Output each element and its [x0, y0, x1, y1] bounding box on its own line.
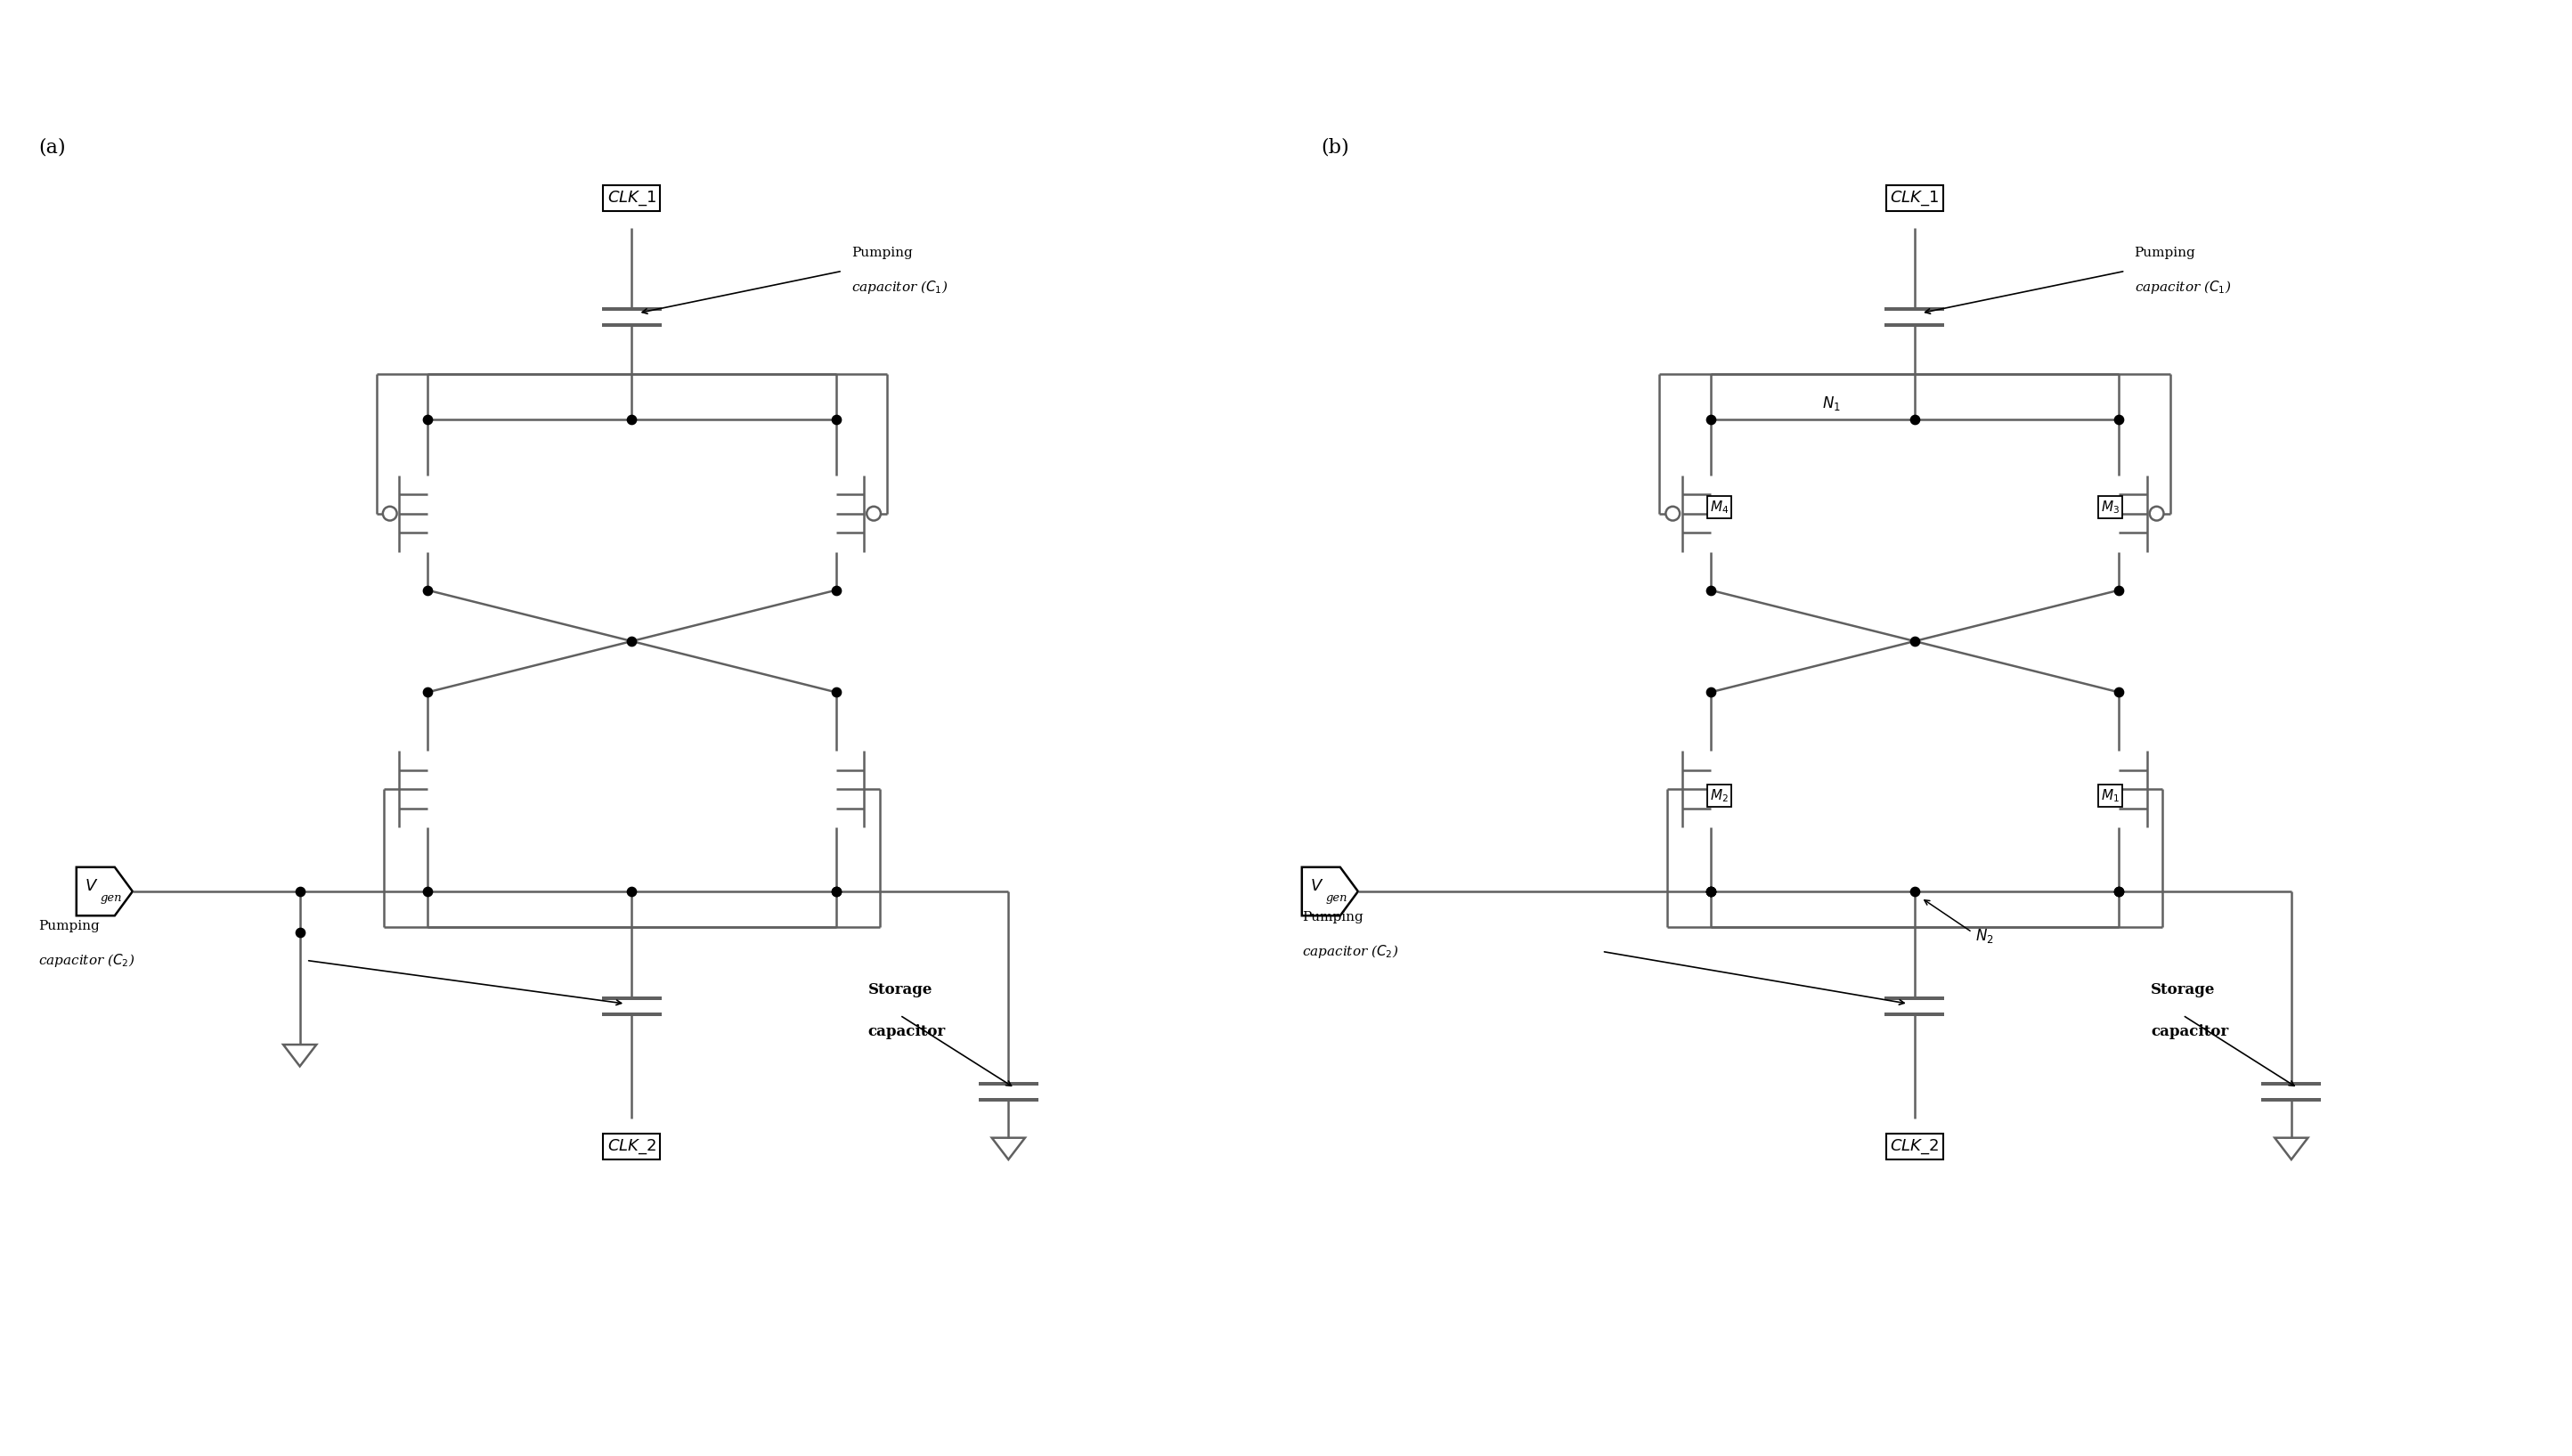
- Point: [406, 680, 448, 703]
- Point: [2099, 879, 2140, 903]
- Text: (a): (a): [39, 137, 64, 157]
- Text: $CLK\_1$: $CLK\_1$: [1890, 189, 1939, 207]
- Text: capacitor ($C_2$): capacitor ($C_2$): [1301, 943, 1399, 960]
- Point: [1690, 879, 1731, 903]
- Text: gen: gen: [100, 893, 121, 904]
- Point: [815, 879, 856, 903]
- Text: $CLK\_2$: $CLK\_2$: [607, 1137, 656, 1156]
- Text: capacitor ($C_1$): capacitor ($C_1$): [2135, 280, 2230, 296]
- Text: gen: gen: [1325, 893, 1348, 904]
- Text: capacitor ($C_1$): capacitor ($C_1$): [851, 280, 949, 296]
- Text: capacitor ($C_2$): capacitor ($C_2$): [39, 952, 134, 968]
- Point: [612, 629, 653, 652]
- Point: [1690, 578, 1731, 601]
- Point: [1893, 629, 1934, 652]
- Point: [815, 408, 856, 431]
- Point: [1893, 879, 1934, 903]
- Text: Pumping: Pumping: [1301, 910, 1363, 923]
- Point: [1690, 879, 1731, 903]
- Text: $V$: $V$: [85, 878, 98, 894]
- Text: $M_3$: $M_3$: [2101, 499, 2119, 515]
- Point: [2099, 408, 2140, 431]
- Text: Storage: Storage: [2150, 983, 2214, 997]
- Point: [2099, 879, 2140, 903]
- Point: [815, 680, 856, 703]
- Text: $M_1$: $M_1$: [2101, 788, 2119, 804]
- Point: [612, 879, 653, 903]
- Point: [2099, 680, 2140, 703]
- Point: [280, 879, 322, 903]
- Text: Pumping: Pumping: [39, 920, 100, 932]
- Point: [612, 408, 653, 431]
- Point: [815, 578, 856, 601]
- Point: [1690, 879, 1731, 903]
- Point: [1893, 408, 1934, 431]
- Text: Storage: Storage: [867, 983, 934, 997]
- Point: [2099, 578, 2140, 601]
- Text: $M_2$: $M_2$: [1710, 788, 1728, 804]
- Text: Pumping: Pumping: [851, 248, 913, 259]
- Point: [815, 879, 856, 903]
- Text: Pumping: Pumping: [2135, 248, 2196, 259]
- Text: $CLK\_2$: $CLK\_2$: [1890, 1137, 1939, 1156]
- Text: $N_2$: $N_2$: [1975, 927, 1993, 945]
- Point: [406, 879, 448, 903]
- Point: [406, 578, 448, 601]
- Point: [280, 920, 322, 943]
- Text: $V$: $V$: [1309, 878, 1325, 894]
- Text: capacitor: capacitor: [867, 1024, 946, 1040]
- Polygon shape: [77, 868, 134, 916]
- Text: $CLK\_1$: $CLK\_1$: [607, 189, 656, 207]
- Polygon shape: [1301, 868, 1358, 916]
- Text: capacitor: capacitor: [2150, 1024, 2227, 1040]
- Point: [406, 408, 448, 431]
- Point: [1690, 680, 1731, 703]
- Point: [1690, 408, 1731, 431]
- Text: $N_1$: $N_1$: [1824, 395, 1842, 412]
- Text: (b): (b): [1322, 137, 1350, 157]
- Text: $M_4$: $M_4$: [1710, 499, 1728, 515]
